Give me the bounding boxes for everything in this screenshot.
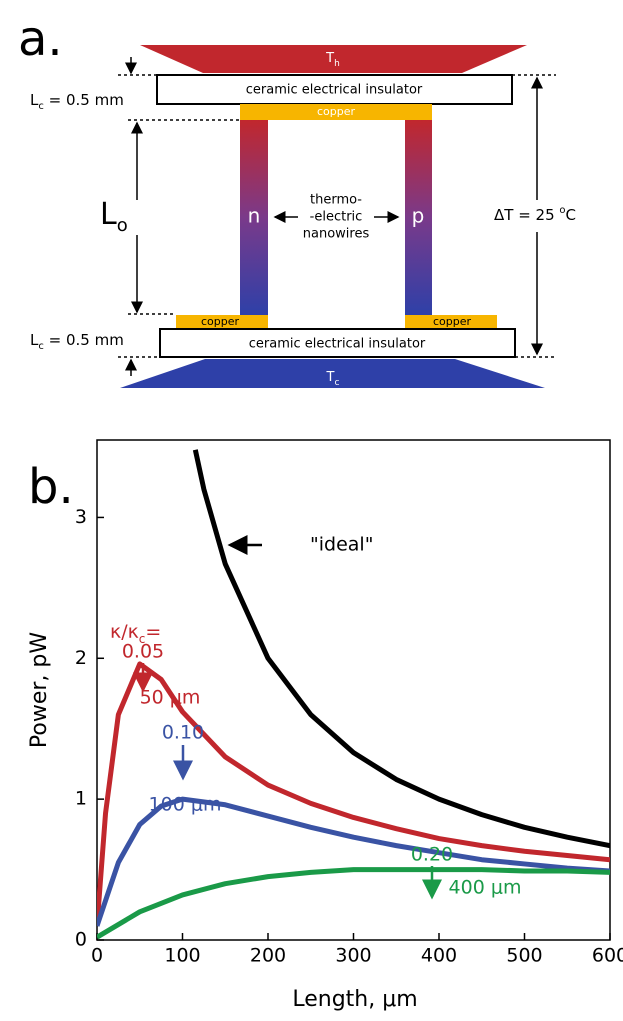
y-axis-label: Power, pW bbox=[27, 632, 52, 748]
y-tick-label: 3 bbox=[75, 506, 87, 528]
n-leg bbox=[240, 120, 268, 315]
x-tick-label: 600 bbox=[592, 945, 623, 967]
insulator-label: ceramic electrical insulator bbox=[249, 337, 426, 352]
copper-label: copper bbox=[433, 315, 472, 328]
series-label: 0.20 bbox=[411, 844, 453, 866]
p-label: p bbox=[412, 204, 425, 228]
nanowire-label: -electric bbox=[310, 210, 363, 225]
copper bbox=[240, 104, 432, 120]
n-label: n bbox=[248, 204, 261, 228]
y-tick-label: 2 bbox=[75, 647, 87, 669]
series-line bbox=[97, 796, 610, 927]
series-label: 0.10 bbox=[162, 722, 204, 744]
x-tick-label: 300 bbox=[335, 945, 371, 967]
lc-label: Lc = 0.5 mm bbox=[30, 331, 124, 352]
cold-reservoir bbox=[120, 359, 545, 388]
plot-area bbox=[97, 449, 610, 940]
series-line bbox=[192, 449, 610, 849]
series-label: "ideal" bbox=[310, 534, 373, 556]
panel-label: a. bbox=[18, 11, 63, 67]
copper bbox=[405, 315, 497, 329]
panel-label: b. bbox=[28, 459, 74, 515]
y-tick-label: 1 bbox=[75, 788, 87, 810]
nanowire-label: thermo- bbox=[310, 193, 362, 208]
x-tick-label: 200 bbox=[250, 945, 286, 967]
series-label: 0.05 bbox=[122, 641, 164, 663]
annotation: 400 μm bbox=[449, 877, 522, 899]
x-tick-label: 0 bbox=[91, 945, 103, 967]
copper bbox=[176, 315, 268, 329]
copper-label: copper bbox=[317, 105, 356, 118]
x-tick-label: 400 bbox=[421, 945, 457, 967]
x-tick-label: 500 bbox=[506, 945, 542, 967]
x-tick-label: 100 bbox=[164, 945, 200, 967]
insulator bbox=[159, 328, 516, 358]
dashed-guides bbox=[118, 74, 556, 358]
dimension-arrows bbox=[125, 57, 543, 376]
insulator bbox=[156, 74, 513, 105]
insulator-label: ceramic electrical insulator bbox=[246, 83, 423, 98]
hot-label: Th bbox=[325, 51, 340, 69]
lc-label: Lc = 0.5 mm bbox=[30, 91, 124, 112]
panel-b: b. Length, μm Power, pW κ/κc= 0 100 200 300… bbox=[27, 439, 623, 1012]
panel-a: a. Th ceramic electrical insulator coppe… bbox=[18, 11, 576, 388]
kappa-label: κ/κc= bbox=[110, 621, 161, 646]
annotation: 50 μm bbox=[140, 687, 201, 709]
copper-label: copper bbox=[201, 315, 240, 328]
series-line bbox=[97, 867, 610, 940]
cold-label: Tc bbox=[326, 370, 340, 388]
delta-t-label: ΔT = 25 oC bbox=[494, 205, 576, 224]
annotation: 100 μm bbox=[149, 794, 222, 816]
nanowire-label: nanowires bbox=[303, 227, 370, 242]
x-axis-label: Length, μm bbox=[292, 987, 417, 1012]
y-tick-label: 0 bbox=[75, 929, 87, 951]
series-line bbox=[97, 661, 610, 927]
hot-reservoir bbox=[140, 45, 527, 73]
p-leg bbox=[405, 120, 432, 315]
lo-label: Lo bbox=[100, 197, 128, 236]
